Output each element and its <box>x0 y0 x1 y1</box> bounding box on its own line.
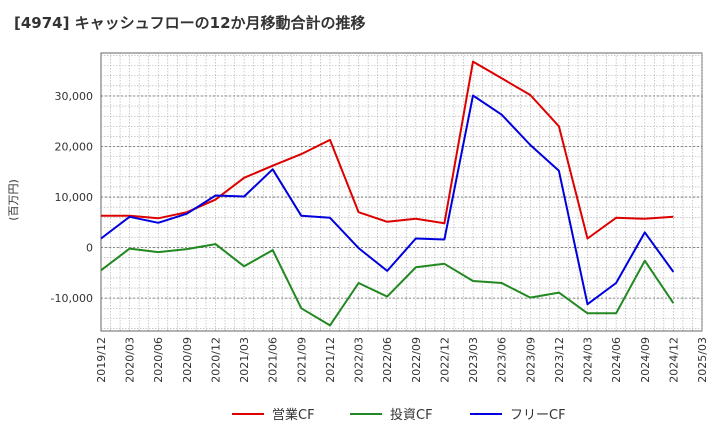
chart-title: [4974] キャッシュフローの12か月移動合計の推移 <box>14 14 366 32</box>
x-tick-label: 2023/03 <box>467 337 480 383</box>
x-tick-label: 2022/12 <box>438 337 451 383</box>
x-tick-label: 2022/06 <box>381 337 394 383</box>
x-tick-label: 2025/03 <box>696 337 709 383</box>
x-tick-label: 2021/09 <box>295 337 308 383</box>
x-tick-label: 2020/09 <box>181 337 194 383</box>
legend-label: 投資CF <box>390 407 433 423</box>
x-tick-label: 2024/03 <box>582 337 595 383</box>
x-tick-label: 2024/06 <box>610 337 623 383</box>
series-line-投資CF <box>100 243 675 327</box>
series-line-フリーCF <box>100 94 675 306</box>
plot-area <box>100 52 703 332</box>
y-tick-label: 0 <box>86 242 93 255</box>
y-tick-label: 20,000 <box>55 141 94 154</box>
series-lines <box>100 60 675 327</box>
x-tick-label: 2023/12 <box>553 337 566 383</box>
legend-label: 営業CF <box>272 407 315 423</box>
x-tick-label: 2022/03 <box>353 337 366 383</box>
x-tick-label: 2020/12 <box>209 337 222 383</box>
x-tick-label: 2024/12 <box>667 337 680 383</box>
x-tick-label: 2020/06 <box>152 337 165 383</box>
y-axis-ticks: -10,000 0 10,000 20,000 30,000 <box>51 90 93 305</box>
y-tick-label: 10,000 <box>55 191 94 204</box>
y-axis-label: (百万円) <box>7 179 20 221</box>
y-tick-label: -10,000 <box>51 292 93 305</box>
legend-label: フリーCF <box>510 408 566 423</box>
x-tick-label: 2019/12 <box>95 337 108 383</box>
x-tick-label: 2023/09 <box>524 337 537 383</box>
y-tick-label: 30,000 <box>55 90 94 103</box>
x-tick-label: 2020/03 <box>124 337 137 383</box>
x-tick-label: 2021/12 <box>324 337 337 383</box>
x-tick-label: 2021/06 <box>267 337 280 383</box>
x-tick-label: 2021/03 <box>238 337 251 383</box>
x-axis-ticks: 2019/12 2020/03 2020/06 2020/09 2020/12 2021/… <box>95 337 709 383</box>
legend: 営業CF 投資CF フリーCF <box>232 407 566 423</box>
x-tick-label: 2022/09 <box>410 337 423 383</box>
x-tick-label: 2023/06 <box>496 337 509 383</box>
x-tick-label: 2024/09 <box>639 337 652 383</box>
